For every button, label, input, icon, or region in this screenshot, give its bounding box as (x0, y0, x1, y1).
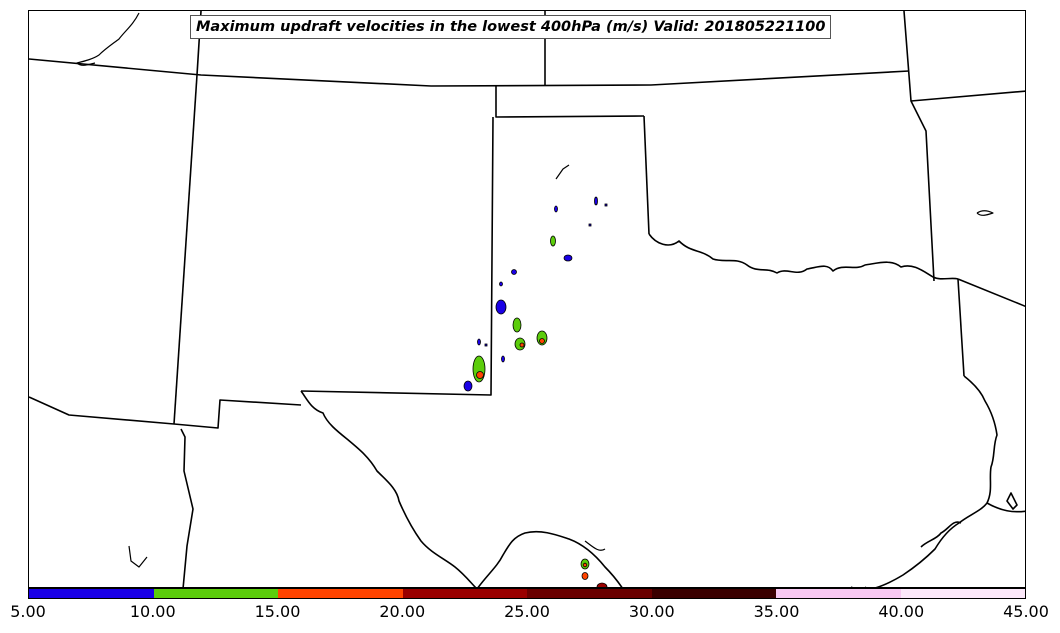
state-border-texas-panhandle-west (300, 116, 494, 396)
colorbar-segment-4 (402, 589, 527, 598)
updraft-cell (495, 299, 507, 315)
updraft-dot (604, 203, 608, 207)
state-border-arizona (180, 428, 194, 587)
gulf-coast-east (986, 502, 1025, 513)
updraft-cell (596, 582, 608, 587)
colorbar-segment-3 (278, 589, 403, 598)
updraft-cell (550, 235, 556, 247)
gulf-coast (875, 375, 998, 587)
updraft-cell (563, 254, 573, 262)
updraft-cell (594, 196, 598, 206)
state-border-louisiana-north (957, 278, 1025, 308)
updraft-core (582, 562, 588, 568)
mexico-border-south (477, 530, 623, 587)
updraft-cell (477, 338, 481, 346)
state-border-louisiana-west (957, 278, 965, 377)
updraft-dot (588, 223, 592, 227)
colorbar-segment-5 (527, 589, 652, 598)
updraft-cell (581, 572, 589, 580)
colorbar-tick-label: 25.00 (504, 602, 550, 621)
map-canvas (29, 11, 1025, 587)
lake-small (555, 164, 570, 180)
sabine-lake (1006, 492, 1018, 510)
colorbar (28, 588, 1026, 599)
lake-cluster-b (584, 540, 606, 551)
rio-grande-border (300, 390, 477, 587)
colorbar-tick-label: 30.00 (628, 602, 675, 621)
state-border-east-north (903, 11, 1025, 102)
updraft-core (519, 342, 525, 348)
state-border-oklahoma-kansas (495, 86, 645, 118)
state-border-north (29, 58, 910, 87)
colorbar-tick-label: 10.00 (129, 602, 176, 621)
map-panel (28, 10, 1026, 588)
updraft-cell (501, 355, 505, 363)
galveston-bay (920, 521, 962, 548)
updraft-contours (463, 196, 608, 587)
updraft-cell (463, 380, 473, 392)
state-border-new-mexico-west (173, 74, 198, 425)
lake-texoma (976, 210, 994, 216)
colorbar-ticks: 5.00 10.00 15.00 20.00 25.00 30.00 35.00 40.00 4… (0, 600, 1060, 630)
colorbar-tick-label: 40.00 (878, 602, 925, 621)
lake-cluster-a (128, 545, 148, 568)
colorbar-segment-8 (900, 589, 1025, 598)
red-river-border (648, 233, 959, 280)
state-border-oklahoma-east (643, 115, 650, 235)
updraft-dot (484, 343, 488, 347)
map-title: Maximum updraft velocities in the lowest… (190, 15, 832, 39)
updraft-cell (511, 269, 517, 275)
updraft-core (476, 371, 484, 379)
state-border-arkansas (910, 100, 935, 282)
colorbar-tick-label: 35.00 (753, 602, 800, 621)
updraft-cell (499, 281, 503, 287)
colorbar-segment-7 (776, 589, 901, 598)
colorbar-tick-label: 5.00 (10, 602, 46, 621)
updraft-cell (554, 205, 558, 213)
colorbar-tick-label: 20.00 (379, 602, 426, 621)
updraft-cell (512, 317, 522, 333)
colorbar-segment-6 (651, 589, 776, 598)
updraft-core (539, 338, 545, 344)
state-border-new-mexico-south (29, 396, 302, 429)
colorbar-tick-label: 45.00 (1003, 602, 1049, 621)
colorbar-segment-1 (29, 589, 154, 598)
colorbar-segment-2 (153, 589, 278, 598)
colorbar-tick-label: 15.00 (254, 602, 301, 621)
great-salt-lake-shore (76, 12, 140, 66)
